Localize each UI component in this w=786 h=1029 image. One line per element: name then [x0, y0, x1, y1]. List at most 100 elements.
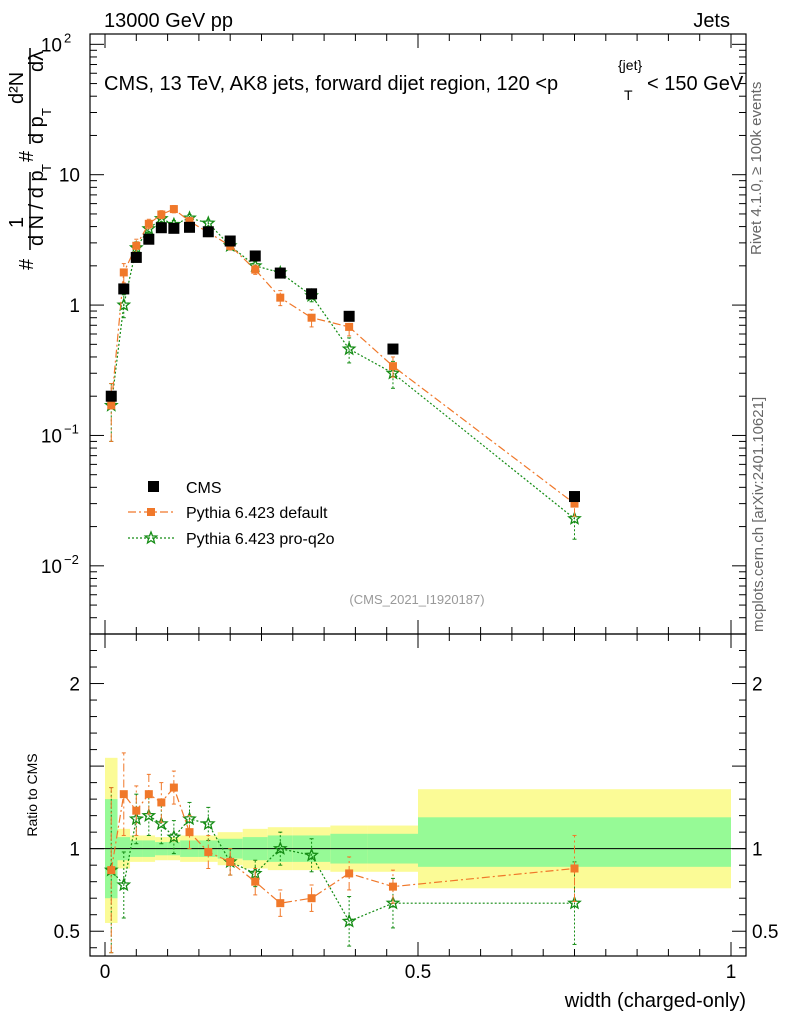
main-ytick-exp: −2 [64, 552, 79, 567]
title-sub: T [624, 87, 633, 103]
ratio-proq2o-point [304, 847, 319, 862]
main-default-point [345, 322, 354, 331]
ratio-default-point [251, 877, 260, 886]
main-ytick-label: 10 [59, 166, 80, 187]
main-ylabel: # 1 d N / d p T # d p T d²N dλ [6, 48, 54, 270]
ylabel-dlam: dλ [26, 51, 48, 72]
rivet-label: Rivet 4.1.0, ≥ 100k events [748, 82, 765, 255]
main-proq2o-point [141, 220, 157, 236]
main-cms-point [118, 283, 130, 295]
ratio-axes: 0.5 0.5 1 1 2 2 0 0.5 1 [54, 633, 778, 983]
ratio-default-point [226, 857, 235, 866]
main-default-point [132, 241, 141, 250]
main-default-point [276, 293, 285, 302]
main-cms-point [143, 233, 155, 245]
header-right: Jets [693, 10, 730, 32]
main-cms-point [184, 221, 196, 233]
main-default-point [185, 217, 194, 226]
main-cms-point [274, 267, 286, 279]
main-default-point [307, 313, 316, 322]
main-default-line [110, 208, 575, 505]
title-sup: {jet} [618, 57, 642, 73]
ylabel-d2n: d²N [6, 72, 28, 104]
header-left: 13000 GeV pp [104, 10, 233, 32]
main-cms-point [155, 222, 167, 234]
ratio-default-point [169, 783, 178, 792]
main-ytick-exp: −1 [64, 421, 79, 436]
main-series [103, 205, 582, 540]
ratio-proq2o-point [128, 811, 144, 826]
ratio-xtick-label: 1 [726, 962, 737, 983]
title-end: < 150 GeV [647, 73, 744, 95]
ratio-bands [105, 757, 731, 923]
legend-proq2o-label: Pythia 6.423 pro-q2o [186, 531, 335, 548]
main-cms-point [343, 310, 355, 322]
main-default-point [251, 265, 260, 274]
main-ytick-label: 10 [41, 35, 62, 56]
ratio-proq2o-point [567, 895, 582, 910]
main-default-point [157, 210, 166, 219]
legend-proq2o-marker [143, 530, 159, 545]
ylabel-dp-sub: T [39, 108, 54, 116]
main-ytick-label: 1 [69, 296, 80, 317]
ylabel-dp: d p [26, 116, 48, 144]
legend-cms-marker [148, 481, 159, 492]
title-main: CMS, 13 TeV, AK8 jets, forward dijet reg… [104, 73, 558, 95]
ratio-default-point [132, 806, 141, 815]
main-cms-point [130, 251, 142, 263]
legend-cms-label: CMS [186, 480, 222, 497]
ratio-ytick-label-right: 0.5 [752, 922, 778, 943]
main-proq2o-point [153, 210, 169, 225]
mcplots-label: mcplots.cern.ch [arXiv:2401.10621] [750, 397, 767, 632]
main-cms-point [306, 288, 318, 300]
ratio-ytick-label: 1 [69, 840, 80, 861]
ratio-ytick-label-right: 2 [752, 675, 763, 696]
main-proq2o-line [110, 217, 575, 520]
ratio-series [103, 752, 582, 954]
ratio-proq2o-point [341, 913, 357, 928]
ratio-default-point [570, 864, 579, 873]
main-proq2o-point [341, 341, 357, 356]
ratio-proq2o-point [272, 840, 288, 855]
ylabel-dn-sub: T [39, 164, 54, 172]
ratio-default-point [388, 882, 397, 891]
ratio-default-point [276, 899, 285, 908]
ratio-proq2o-point [166, 829, 182, 844]
legend-default-marker [147, 508, 155, 516]
main-proq2o-point [200, 215, 216, 230]
main-cms-point [224, 235, 236, 247]
ratio-ytick-label-right: 1 [752, 840, 763, 861]
ratio-default-point [185, 828, 194, 837]
main-default-point [119, 268, 128, 277]
ratio-default-point [144, 790, 153, 799]
ylabel-dn: d N / d p [26, 170, 48, 246]
analysis-watermark: (CMS_2021_I1920187) [349, 592, 484, 607]
ylabel-one: 1 [6, 217, 28, 228]
ratio-default-point [119, 790, 128, 799]
ratio-default-point [345, 869, 354, 878]
main-default-point [144, 219, 153, 228]
ratio-proq2o-point [200, 816, 216, 831]
ylabel-hash2: # [16, 150, 38, 162]
main-default-point [169, 205, 178, 214]
legend: CMS Pythia 6.423 default Pythia 6.423 pr… [128, 480, 335, 548]
main-cms-point [387, 343, 399, 355]
main-cms-point [569, 491, 580, 503]
ylabel-prefix: # [16, 258, 38, 270]
plot-title: CMS, 13 TeV, AK8 jets, forward dijet reg… [104, 57, 744, 103]
ratio-default-point [204, 847, 213, 856]
main-ytick-label: 10 [41, 557, 62, 578]
main-default-point [107, 401, 116, 410]
main-cms-point [105, 390, 117, 402]
ratio-default-point [307, 894, 316, 903]
main-default-point [388, 362, 397, 371]
ratio-proq2o-point [116, 877, 132, 892]
ratio-xtick-label: 0 [100, 962, 111, 983]
ratio-xtick-label: 0.5 [405, 962, 431, 983]
ratio-proq2o-point [153, 816, 169, 831]
ratio-proq2o-point [385, 895, 401, 910]
xlabel: width (charged-only) [564, 990, 746, 1012]
